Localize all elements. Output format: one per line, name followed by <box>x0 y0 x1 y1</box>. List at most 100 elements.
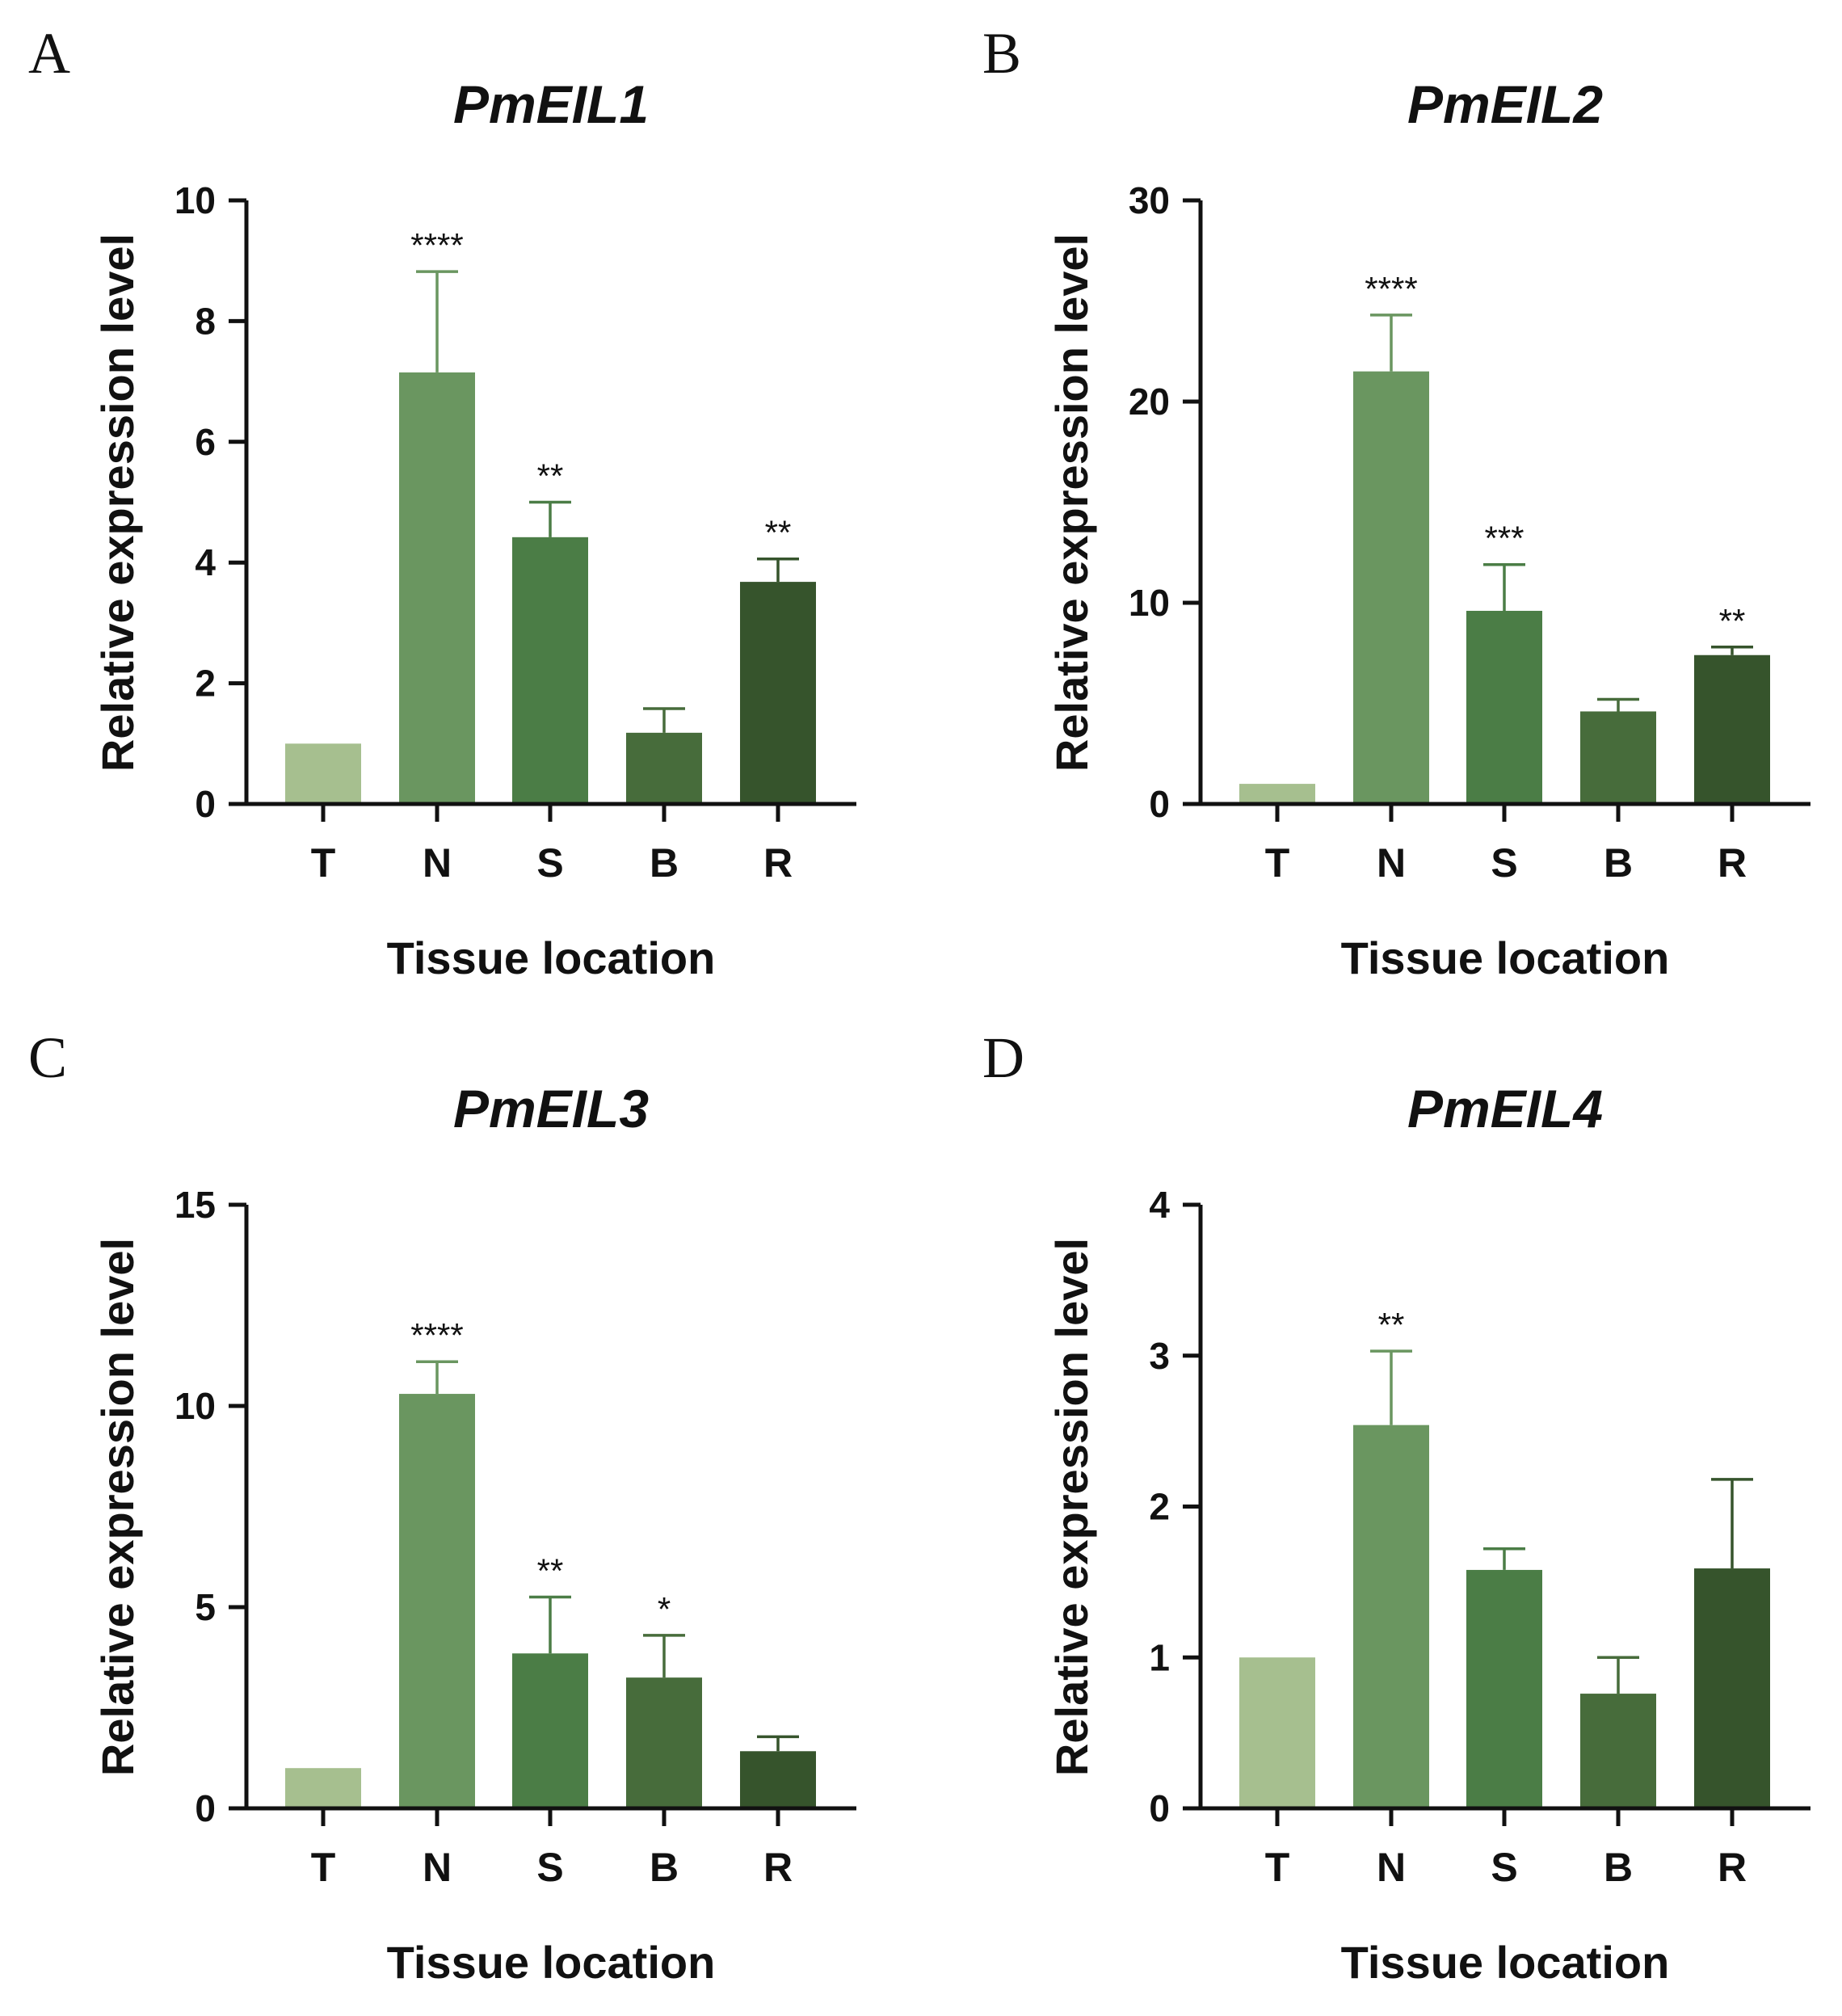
x-tick-label: T <box>311 840 336 886</box>
chart-title: PmEIL4 <box>1407 1079 1603 1138</box>
x-axis-title: Tissue location <box>387 932 716 983</box>
error-bar-n <box>416 1360 458 1395</box>
error-bar-b <box>643 707 685 733</box>
bar-t <box>1239 784 1315 804</box>
x-tick-label: S <box>536 840 563 886</box>
bar-n <box>1353 371 1429 804</box>
y-axis-title: Relative expression level <box>1046 1238 1097 1776</box>
x-tick-label: R <box>1718 840 1747 886</box>
significance-marker: ** <box>765 514 792 552</box>
y-axis-title: Relative expression level <box>1046 234 1097 772</box>
bar-s <box>512 537 588 804</box>
y-tick-label: 10 <box>1129 582 1170 624</box>
y-tick-label: 2 <box>195 663 216 705</box>
x-tick-label: N <box>423 840 452 886</box>
x-tick-label: S <box>1491 840 1517 886</box>
panel-letter: A <box>28 21 70 86</box>
x-tick-label: T <box>1265 840 1290 886</box>
y-tick-label: 0 <box>1149 1787 1170 1829</box>
significance-marker: *** <box>1484 520 1524 558</box>
x-tick-label: R <box>763 840 793 886</box>
x-tick-label: S <box>536 1845 563 1890</box>
significance-marker: **** <box>410 226 463 264</box>
significance-marker: **** <box>410 1316 463 1354</box>
chart-title: PmEIL2 <box>1407 74 1603 134</box>
error-bar-s <box>529 500 571 537</box>
y-tick-label: 0 <box>195 1787 216 1829</box>
error-bar-s <box>1483 1547 1525 1570</box>
bar-r <box>1694 1568 1770 1808</box>
error-bar-b <box>643 1634 685 1678</box>
y-tick-label: 0 <box>195 783 216 825</box>
x-tick-label: S <box>1491 1845 1517 1890</box>
error-bar-r <box>1711 646 1753 655</box>
significance-marker: ** <box>537 457 564 495</box>
y-tick-label: 20 <box>1129 381 1170 423</box>
x-tick-label: N <box>1377 1845 1406 1890</box>
x-tick-label: B <box>1604 1845 1633 1890</box>
bar-s <box>1466 1569 1542 1808</box>
error-bar-s <box>529 1595 571 1654</box>
x-tick-label: T <box>1265 1845 1290 1890</box>
bar-r <box>740 1751 816 1808</box>
y-tick-label: 3 <box>1149 1335 1170 1377</box>
y-tick-label: 0 <box>1149 783 1170 825</box>
bar-b <box>1580 711 1656 804</box>
chart-panel-d: D PmEIL4 Relative expression level ** 0 1 2 3 4 T… <box>982 1025 1810 1988</box>
y-tick-label: 2 <box>1149 1486 1170 1528</box>
error-bar-r <box>757 1735 799 1752</box>
significance-marker: ** <box>537 1552 564 1590</box>
y-axis-title: Relative expression level <box>92 1238 143 1776</box>
chart-title: PmEIL1 <box>453 74 649 134</box>
y-tick-label: 10 <box>175 1385 216 1427</box>
chart-title: PmEIL3 <box>453 1079 649 1138</box>
bar-b <box>626 732 702 804</box>
x-tick-label: N <box>1377 840 1406 886</box>
y-tick-label: 15 <box>175 1184 216 1226</box>
significance-marker: ** <box>1378 1306 1405 1344</box>
y-tick-label: 8 <box>195 300 216 342</box>
error-bar-n <box>1370 1349 1412 1425</box>
x-tick-label: T <box>311 1845 336 1890</box>
bar-t <box>285 1768 361 1808</box>
bar-n <box>399 372 475 804</box>
x-tick-label: R <box>1718 1845 1747 1890</box>
x-tick-label: B <box>650 840 679 886</box>
error-bar-n <box>1370 314 1412 372</box>
significance-marker: * <box>658 1590 671 1628</box>
panel-letter: C <box>28 1025 67 1090</box>
x-axis-title: Tissue location <box>1341 1937 1670 1988</box>
y-tick-label: 4 <box>195 541 216 583</box>
y-tick-label: 30 <box>1129 179 1170 221</box>
x-tick-label: N <box>423 1845 452 1890</box>
bar-s <box>512 1653 588 1808</box>
error-bar-r <box>757 557 799 583</box>
error-bar-b <box>1597 697 1639 712</box>
y-tick-label: 10 <box>175 179 216 221</box>
y-tick-label: 5 <box>195 1586 216 1628</box>
x-tick-label: R <box>763 1845 793 1890</box>
significance-marker: ** <box>1719 602 1746 640</box>
bar-b <box>1580 1694 1656 1808</box>
bar-r <box>740 582 816 804</box>
x-tick-label: B <box>1604 840 1633 886</box>
x-axis-title: Tissue location <box>1341 932 1670 983</box>
y-tick-label: 4 <box>1149 1184 1170 1226</box>
x-axis-title: Tissue location <box>387 1937 716 1988</box>
error-bar-r <box>1711 1478 1753 1569</box>
significance-marker: **** <box>1365 270 1417 308</box>
bar-r <box>1694 654 1770 804</box>
bar-n <box>399 1394 475 1808</box>
bar-t <box>285 743 361 804</box>
y-tick-label: 1 <box>1149 1636 1170 1678</box>
bar-s <box>1466 610 1542 804</box>
error-bar-b <box>1597 1656 1639 1694</box>
y-axis-title: Relative expression level <box>92 234 143 772</box>
error-bar-n <box>416 270 458 372</box>
y-tick-label: 6 <box>195 421 216 463</box>
error-bar-s <box>1483 562 1525 611</box>
